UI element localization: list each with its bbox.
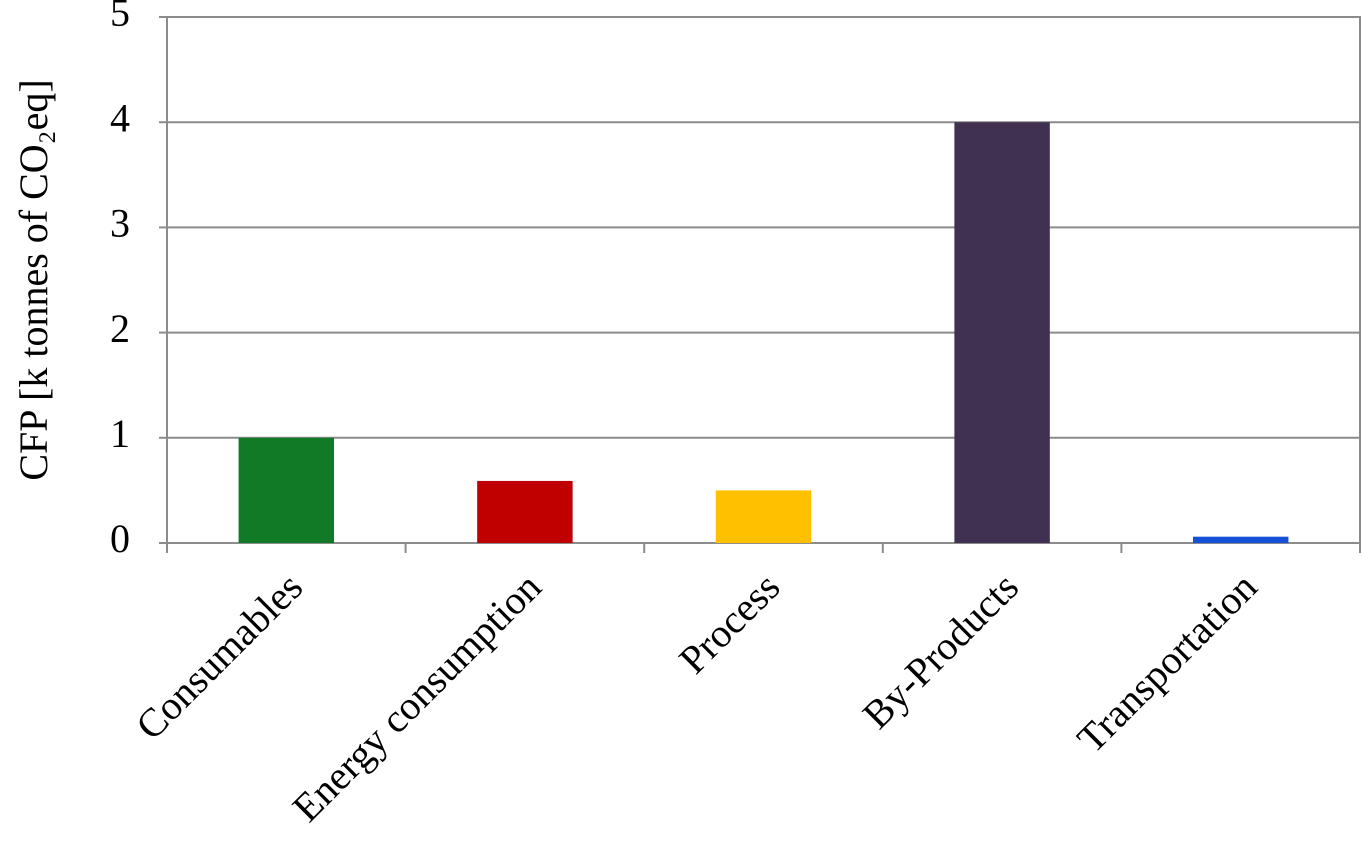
- x-tick-label: Process: [670, 564, 788, 682]
- bar: [238, 437, 335, 543]
- y-tick-label: 0: [110, 516, 130, 561]
- bar: [477, 480, 573, 543]
- x-tick-label: Consumables: [127, 564, 311, 748]
- bar: [715, 490, 812, 543]
- x-tick-label: Energy consumption: [284, 564, 550, 830]
- y-tick-label: 5: [110, 0, 130, 35]
- y-tick-label: 1: [110, 411, 130, 456]
- y-tick-label: 4: [110, 95, 130, 140]
- x-tick-label: Transportation: [1068, 564, 1265, 761]
- y-tick-label: 2: [110, 306, 130, 351]
- plot-frame: [166, 16, 1361, 544]
- bar: [954, 122, 1050, 543]
- x-tick-label: By-Products: [854, 564, 1027, 737]
- y-axis-title: CFP [k tonnes of CO₂eq]: [11, 79, 56, 480]
- bar: [1192, 536, 1289, 543]
- y-tick-label: 3: [110, 201, 130, 246]
